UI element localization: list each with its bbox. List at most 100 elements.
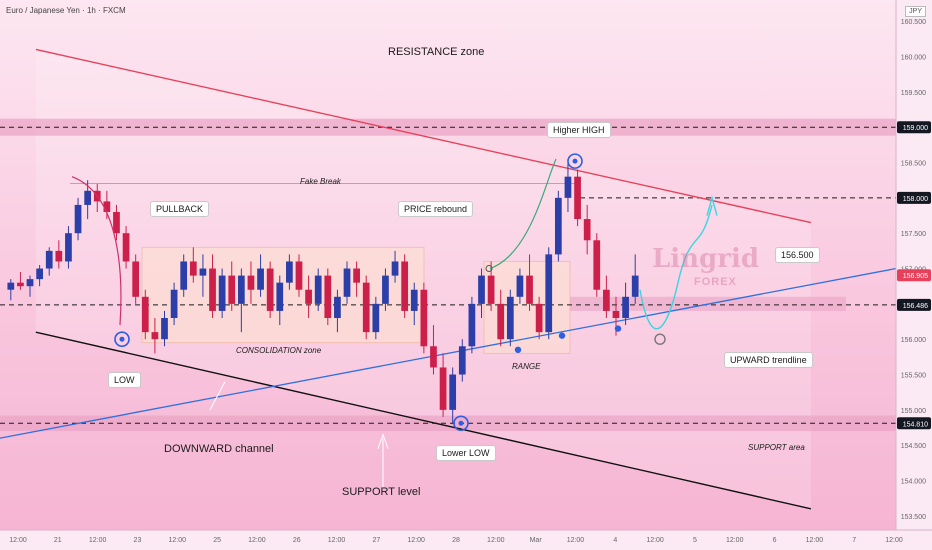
x-tick-label: 5 xyxy=(693,537,697,544)
higher-high-marker-dot xyxy=(572,158,578,164)
candle-body xyxy=(74,204,82,234)
swing-dot xyxy=(614,325,622,332)
candle-body xyxy=(353,268,360,283)
symbol-title: Euro / Japanese Yen · 1h · FXCM xyxy=(6,6,126,15)
y-tick-label: 154.000 xyxy=(901,479,926,486)
candle-body xyxy=(430,346,437,368)
upward-trendline-label: UPWARD trendline xyxy=(724,352,813,368)
candle-body xyxy=(17,282,24,287)
candle-body xyxy=(199,268,207,276)
y-tick-label: 160.500 xyxy=(901,19,926,26)
candle-body xyxy=(266,268,274,311)
candle-body xyxy=(631,275,639,297)
candle-body xyxy=(324,275,332,318)
watermark-brand: Lingrid xyxy=(652,244,759,274)
upward-trendline xyxy=(0,267,897,439)
rebound-start-dot xyxy=(485,265,493,273)
candle-body xyxy=(218,275,226,311)
candle-body xyxy=(583,219,591,241)
x-tick-label: 12:00 xyxy=(487,537,505,544)
downward-channel-line xyxy=(35,331,812,510)
x-axis-panel xyxy=(0,530,932,550)
target-price-label: 156.500 xyxy=(775,247,820,263)
lower-low-marker xyxy=(453,415,469,432)
consolidation-zone-label: CONSOLIDATION zone xyxy=(236,346,322,355)
candle-body xyxy=(36,268,43,280)
pullback-label: PULLBACK xyxy=(150,201,210,217)
x-tick-label: Mar xyxy=(530,537,543,544)
candle-body xyxy=(237,275,245,304)
range-label: RANGE xyxy=(512,362,541,371)
y-tick-label: 156.000 xyxy=(901,337,926,344)
pullback-arrow xyxy=(71,176,122,326)
resistance-trendline xyxy=(35,48,812,224)
y-tick-label: 155.000 xyxy=(901,408,926,415)
price-label-text: 156.486 xyxy=(903,303,928,310)
candle-body xyxy=(487,275,495,304)
candle-body xyxy=(276,282,284,311)
candle-body xyxy=(612,310,620,318)
low-marker xyxy=(114,331,130,348)
x-tick-label: 12:00 xyxy=(89,537,107,544)
projection-path xyxy=(639,204,713,330)
candle-body xyxy=(420,289,428,347)
resistance-zone-band xyxy=(0,118,896,136)
price-label-text: 159.000 xyxy=(903,125,928,132)
x-tick-label: 12:00 xyxy=(885,537,903,544)
currency-button[interactable]: JPY xyxy=(905,6,926,17)
x-tick-label: 12:00 xyxy=(248,537,266,544)
candle-body xyxy=(170,289,178,318)
candle-body xyxy=(535,303,543,333)
x-tick-label: 12:00 xyxy=(169,537,187,544)
low-marker-dot xyxy=(119,336,125,342)
projection-arrow xyxy=(706,195,718,216)
lower-low-marker-dot xyxy=(458,420,464,426)
candle-body xyxy=(516,275,524,297)
candle-body xyxy=(113,212,120,234)
range-box xyxy=(483,261,571,354)
higher-high-marker xyxy=(567,153,583,169)
candle-body xyxy=(343,268,351,297)
higher-high-label: Higher HIGH xyxy=(547,122,611,138)
downward-channel-label: DOWNWARD channel xyxy=(164,443,274,455)
candle-body xyxy=(228,275,236,304)
resistance-zone-label: RESISTANCE zone xyxy=(388,46,485,58)
candle-body xyxy=(468,303,476,347)
x-tick-label: 12:00 xyxy=(646,537,664,544)
candle-body xyxy=(391,261,399,276)
x-tick-label: 12:00 xyxy=(328,537,346,544)
y-tick-label: 154.500 xyxy=(901,443,926,450)
rebound-arrow xyxy=(489,158,557,270)
x-tick-label: 4 xyxy=(613,537,617,544)
y-tick-label: 157.500 xyxy=(901,231,926,238)
candle-body xyxy=(65,233,72,262)
x-tick-label: 23 xyxy=(134,537,142,544)
price-label-tag xyxy=(897,298,931,311)
candle-body xyxy=(55,250,63,262)
price-rebound-label: PRICE rebound xyxy=(398,201,474,217)
watermark-sub: FOREX xyxy=(694,276,737,288)
candle-body xyxy=(314,275,322,304)
candle-body xyxy=(401,261,409,311)
candle-body xyxy=(209,268,216,311)
candle-body xyxy=(257,268,264,290)
price-label-tag xyxy=(897,191,931,204)
x-tick-label: 25 xyxy=(213,537,221,544)
candle-body xyxy=(151,332,159,340)
candle-body xyxy=(247,275,255,290)
candle-body xyxy=(545,254,553,333)
candle-body xyxy=(506,296,514,340)
candle-body xyxy=(382,275,389,304)
candle-body xyxy=(449,374,457,410)
price-label-tag xyxy=(897,417,931,430)
x-tick-label: 27 xyxy=(372,537,380,544)
candle-body xyxy=(141,296,149,333)
candle-body xyxy=(554,197,562,255)
support-area-label: SUPPORT area xyxy=(748,443,805,452)
candle-body xyxy=(458,346,466,375)
swing-dot xyxy=(558,332,566,339)
candle-body xyxy=(372,303,380,333)
y-tick-label: 158.500 xyxy=(901,161,926,168)
